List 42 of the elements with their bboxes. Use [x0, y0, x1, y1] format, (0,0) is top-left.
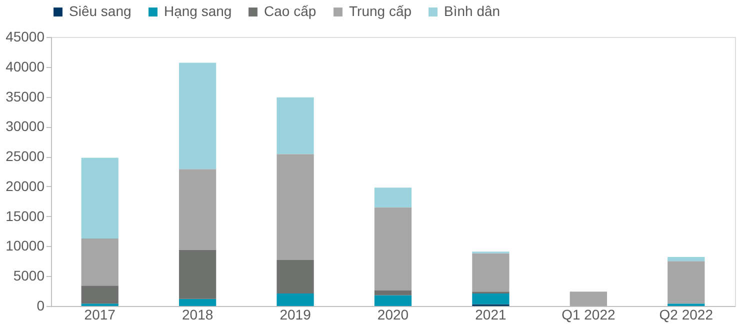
bar: [81, 158, 118, 238]
x-tick-label: 2017: [84, 306, 116, 322]
bar: [179, 298, 216, 306]
y-tick-label: 25000: [6, 148, 45, 164]
bar: [276, 293, 314, 306]
y-tick-label: 15000: [6, 208, 45, 224]
bar: [668, 256, 705, 262]
y-tick-label: 30000: [6, 118, 45, 134]
bar: [276, 97, 314, 154]
x-tick-label: 2020: [377, 306, 409, 322]
bar: [276, 154, 314, 260]
bar: [179, 250, 216, 299]
bar: [374, 188, 412, 208]
x-tick-label: Q1 2022: [562, 306, 616, 322]
bar: [570, 292, 607, 306]
legend-label: Siêu sang: [69, 3, 132, 19]
legend-label: Bình dân: [444, 3, 500, 19]
y-tick-label: 5000: [13, 268, 45, 284]
y-tick-label: 35000: [6, 88, 45, 104]
bar: [472, 253, 510, 292]
bar: [668, 261, 705, 304]
bar: [179, 169, 216, 250]
bar: [179, 62, 216, 170]
legend-label: Cao cấp: [264, 3, 316, 19]
x-tick-label: 2019: [280, 306, 312, 322]
bar: [276, 260, 314, 294]
y-tick-label: 40000: [6, 58, 45, 74]
y-tick-label: 0: [36, 298, 45, 314]
legend-label: Trung cấp: [349, 3, 412, 19]
y-tick-label: 10000: [6, 238, 45, 254]
legend-label: Hạng sang: [164, 3, 232, 19]
x-tick-label: 2021: [475, 306, 506, 322]
bar: [472, 293, 510, 304]
bar: [81, 286, 118, 304]
x-tick-label: Q2 2022: [659, 306, 714, 322]
y-tick-label: 45000: [6, 28, 45, 44]
bar: [81, 238, 118, 286]
bar: [374, 295, 412, 306]
bar: [374, 207, 412, 290]
y-tick-label: 20000: [6, 178, 45, 194]
x-tick-label: 2018: [182, 306, 214, 322]
bar: [374, 290, 412, 296]
